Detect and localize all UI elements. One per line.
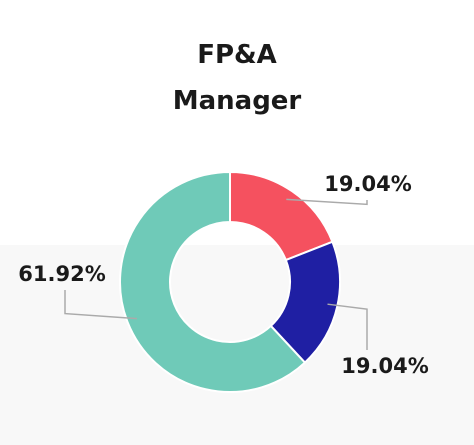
donut-slice <box>119 170 307 393</box>
chart-title: FP&A Manager <box>172 40 302 116</box>
data-label: 61.92% <box>18 262 105 286</box>
leader-line <box>64 290 137 320</box>
data-label: 19.04% <box>324 172 411 196</box>
leader-line <box>286 198 368 206</box>
leader-line <box>327 303 368 350</box>
data-label: 19.04% <box>341 354 428 378</box>
